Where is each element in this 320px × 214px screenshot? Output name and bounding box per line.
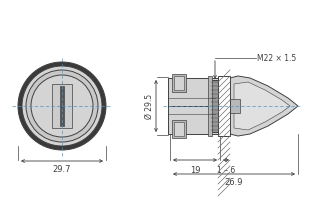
Bar: [211, 80, 219, 132]
Polygon shape: [230, 76, 298, 136]
Bar: [60, 86, 64, 126]
Circle shape: [22, 66, 102, 146]
Bar: [230, 99, 240, 113]
Bar: [172, 74, 186, 92]
Text: 19: 19: [190, 166, 200, 175]
Circle shape: [60, 104, 63, 107]
Bar: [168, 78, 218, 106]
Bar: [168, 106, 218, 134]
Text: 26.9: 26.9: [225, 178, 243, 187]
Bar: [174, 76, 184, 90]
Bar: [52, 84, 72, 128]
Circle shape: [31, 75, 93, 137]
Text: Ø 29.5: Ø 29.5: [145, 94, 154, 119]
Circle shape: [18, 62, 106, 150]
Text: M22 × 1.5: M22 × 1.5: [257, 54, 296, 62]
Bar: [174, 122, 184, 136]
Bar: [218, 76, 230, 136]
Text: 1 – 6: 1 – 6: [217, 166, 235, 175]
Text: 29.7: 29.7: [53, 165, 71, 174]
Bar: [172, 120, 186, 138]
Polygon shape: [234, 82, 290, 130]
Bar: [208, 76, 212, 136]
Circle shape: [26, 70, 98, 142]
